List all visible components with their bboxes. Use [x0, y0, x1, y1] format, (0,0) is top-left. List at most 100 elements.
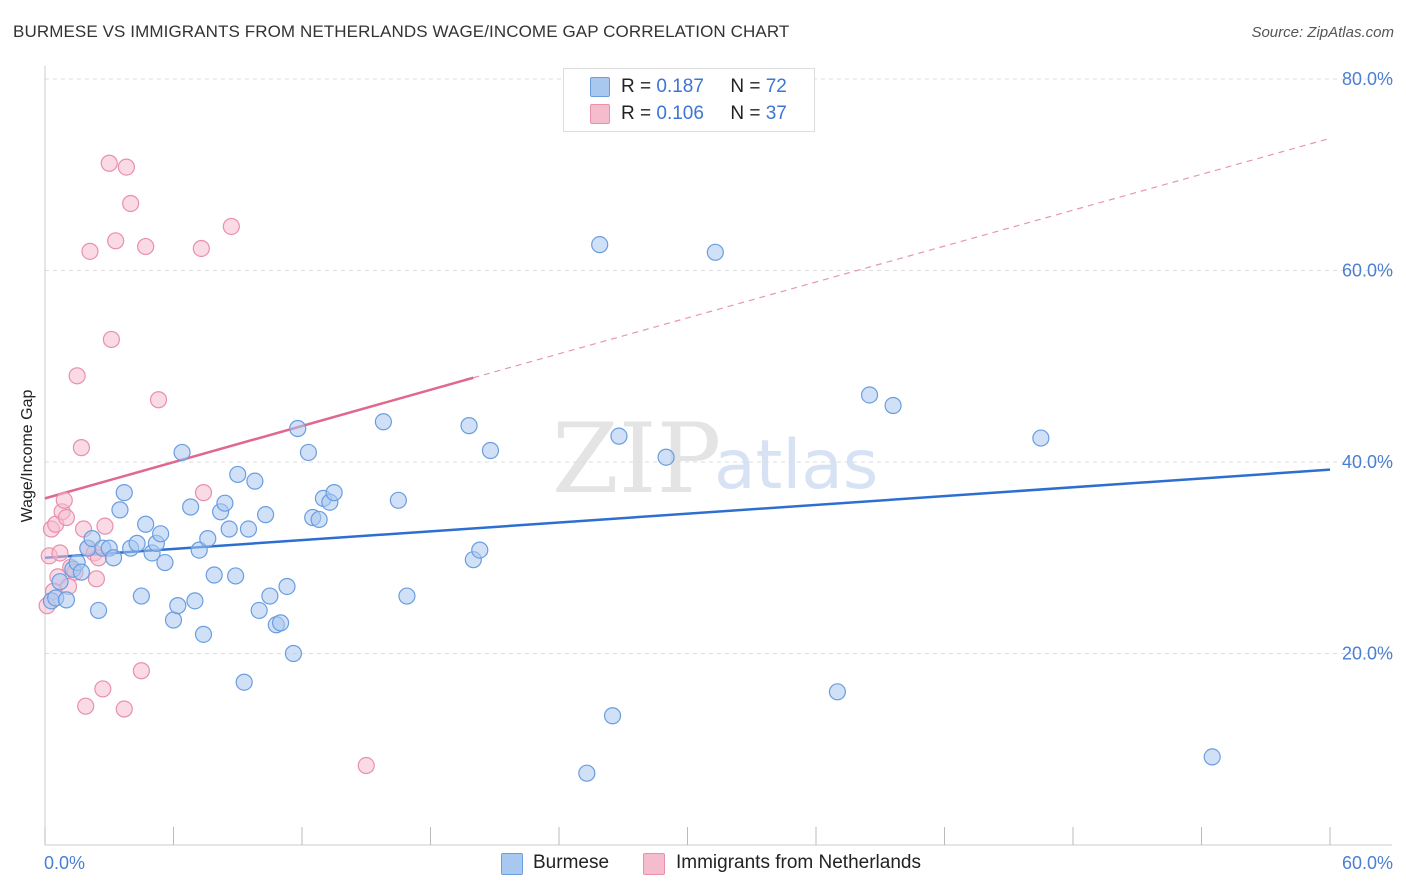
- burmese-point: [884, 396, 902, 415]
- netherlands-point: [194, 484, 213, 502]
- grid-lines: [45, 78, 1392, 654]
- burmese-swatch: [590, 77, 610, 97]
- burmese-point: [132, 587, 150, 605]
- netherlands-point: [68, 367, 86, 385]
- netherlands-point: [55, 491, 73, 509]
- burmese-point: [89, 601, 108, 620]
- burmese-point: [271, 614, 290, 632]
- burmese-point: [235, 673, 253, 691]
- burmese-point: [278, 577, 296, 596]
- burmese-point: [310, 510, 328, 529]
- watermark: ZIP atlas: [552, 403, 878, 515]
- burmese-point: [182, 498, 200, 516]
- netherlands-point: [96, 517, 114, 535]
- n-value-netherlands: 37: [765, 103, 787, 124]
- burmese-point: [128, 534, 146, 552]
- netherlands-trend-line: [44, 376, 474, 500]
- watermark-zip: ZIP: [552, 403, 721, 515]
- burmese-point: [706, 243, 724, 261]
- netherlands-point: [51, 544, 69, 562]
- correlation-legend: R = 0.187 N = 72 R = 0.106 N = 37: [563, 68, 815, 132]
- x-tick-label: 0.0%: [44, 853, 85, 873]
- burmese-point: [220, 520, 238, 538]
- burmese-point: [111, 501, 129, 519]
- burmese-point: [205, 566, 223, 584]
- data-points: [38, 154, 1221, 782]
- burmese-point: [156, 553, 174, 572]
- burmese-point: [199, 529, 217, 548]
- burmese-point: [1203, 748, 1221, 766]
- burmese-point: [152, 525, 170, 543]
- x-tick-label: 60.0%: [1342, 853, 1393, 873]
- burmese-point: [227, 567, 245, 585]
- burmese-point: [603, 707, 622, 725]
- y-tick-label: 60.0%: [1342, 261, 1393, 281]
- r-label: R =: [621, 103, 652, 124]
- n-label: N =: [730, 103, 761, 124]
- netherlands-point: [100, 154, 118, 172]
- netherlands-point: [192, 239, 210, 258]
- burmese-legend-swatch: [501, 853, 523, 875]
- burmese-point: [481, 441, 500, 460]
- burmese-point: [51, 573, 69, 591]
- legend-text-burmese: R = 0.187 N = 72: [621, 76, 787, 98]
- netherlands-point: [122, 194, 140, 213]
- trend-lines: [44, 137, 1331, 559]
- netherlands-point: [72, 439, 91, 457]
- n-value-burmese: 72: [765, 76, 787, 97]
- watermark-atlas: atlas: [714, 426, 878, 505]
- netherlands-legend-label: Immigrants from Netherlands: [676, 852, 921, 873]
- netherlands-point: [77, 697, 95, 715]
- burmese-point: [104, 549, 123, 567]
- axes: [44, 66, 1392, 846]
- netherlands-trend-extension: [473, 137, 1331, 379]
- burmese-point: [289, 419, 307, 438]
- netherlands-point: [102, 330, 120, 349]
- burmese-point: [256, 506, 275, 524]
- burmese-point: [860, 386, 879, 404]
- n-label: N =: [730, 76, 761, 97]
- netherlands-point: [87, 570, 106, 588]
- r-value-burmese: 0.187: [656, 76, 704, 97]
- burmese-point: [186, 592, 204, 610]
- netherlands-point: [137, 237, 155, 256]
- burmese-point: [250, 601, 268, 620]
- netherlands-legend-swatch: [643, 853, 665, 875]
- burmese-point: [578, 764, 596, 782]
- burmese-point: [460, 417, 478, 435]
- burmese-point: [115, 484, 133, 502]
- netherlands-point: [57, 508, 76, 527]
- netherlands-point: [81, 242, 99, 260]
- netherlands-point: [107, 232, 125, 250]
- burmese-point: [471, 541, 489, 559]
- burmese-point: [657, 448, 675, 466]
- burmese-point: [261, 587, 279, 605]
- burmese-point: [190, 541, 208, 559]
- burmese-point: [216, 494, 234, 512]
- netherlands-swatch: [590, 104, 610, 124]
- burmese-point: [194, 625, 213, 643]
- burmese-point: [389, 491, 407, 509]
- burmese-point: [169, 597, 187, 615]
- r-label: R =: [621, 76, 652, 97]
- burmese-point: [229, 465, 247, 484]
- burmese-point: [57, 591, 76, 609]
- burmese-point: [164, 611, 183, 629]
- burmese-point: [72, 563, 91, 581]
- netherlands-point: [117, 158, 135, 176]
- chart-title: BURMESE VS IMMIGRANTS FROM NETHERLANDS W…: [13, 22, 790, 41]
- burmese-trend-line: [44, 468, 1331, 559]
- burmese-legend-label: Burmese: [533, 852, 610, 873]
- netherlands-point: [149, 391, 168, 409]
- y-tick-label: 20.0%: [1342, 644, 1393, 664]
- r-value-netherlands: 0.106: [656, 103, 704, 124]
- burmese-point: [173, 443, 191, 462]
- burmese-point: [828, 683, 847, 701]
- burmese-point: [1032, 429, 1050, 447]
- tick-labels: 20.0% 40.0% 60.0% 80.0% 0.0% 60.0%: [44, 69, 1393, 873]
- netherlands-point: [357, 756, 375, 775]
- y-tick-label: 40.0%: [1342, 452, 1393, 472]
- burmese-point: [284, 644, 303, 663]
- burmese-point: [299, 443, 318, 462]
